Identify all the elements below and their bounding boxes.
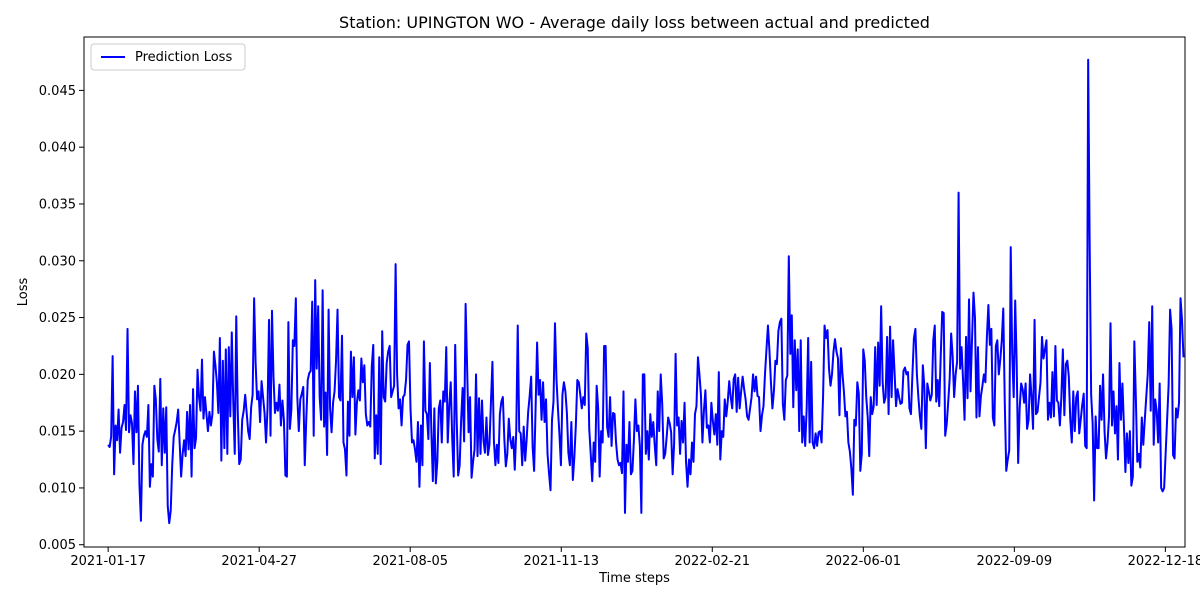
x-tick-label: 2021-11-13 <box>523 554 599 569</box>
x-axis-ticks: 2021-01-17 2021-04-27 2021-08-05 2021-11-13… <box>70 547 1200 569</box>
y-tick-label: 0.030 <box>39 254 76 269</box>
y-tick-label: 0.040 <box>39 141 76 156</box>
x-tick-label: 2022-02-21 <box>674 554 750 569</box>
chart-title: Station: UPINGTON WO - Average daily los… <box>339 13 930 32</box>
y-axis-ticks: 0.005 0.010 0.015 0.020 0.025 0.030 0.035 0.040… <box>39 84 84 553</box>
x-axis-label: Time steps <box>598 571 670 586</box>
x-tick-label: 2022-06-01 <box>826 554 902 569</box>
y-tick-label: 0.020 <box>39 368 76 383</box>
x-tick-label: 2021-08-05 <box>372 554 448 569</box>
series-line-prediction-loss <box>107 58 1185 525</box>
legend-label: Prediction Loss <box>135 50 232 65</box>
legend: Prediction Loss <box>90 43 246 71</box>
y-tick-label: 0.010 <box>39 481 76 496</box>
y-tick-label: 0.015 <box>39 425 76 440</box>
x-tick-label: 2021-04-27 <box>221 554 297 569</box>
y-axis-label: Loss <box>16 278 31 307</box>
y-tick-label: 0.045 <box>39 84 76 99</box>
x-tick-label: 2022-09-09 <box>977 554 1053 569</box>
y-tick-label: 0.025 <box>39 311 76 326</box>
y-tick-label: 0.005 <box>39 538 76 553</box>
plot-frame <box>83 36 1186 548</box>
x-tick-label: 2021-01-17 <box>70 554 146 569</box>
x-tick-label: 2022-12-18 <box>1128 554 1200 569</box>
y-tick-label: 0.035 <box>39 197 76 212</box>
legend-box <box>90 43 246 71</box>
